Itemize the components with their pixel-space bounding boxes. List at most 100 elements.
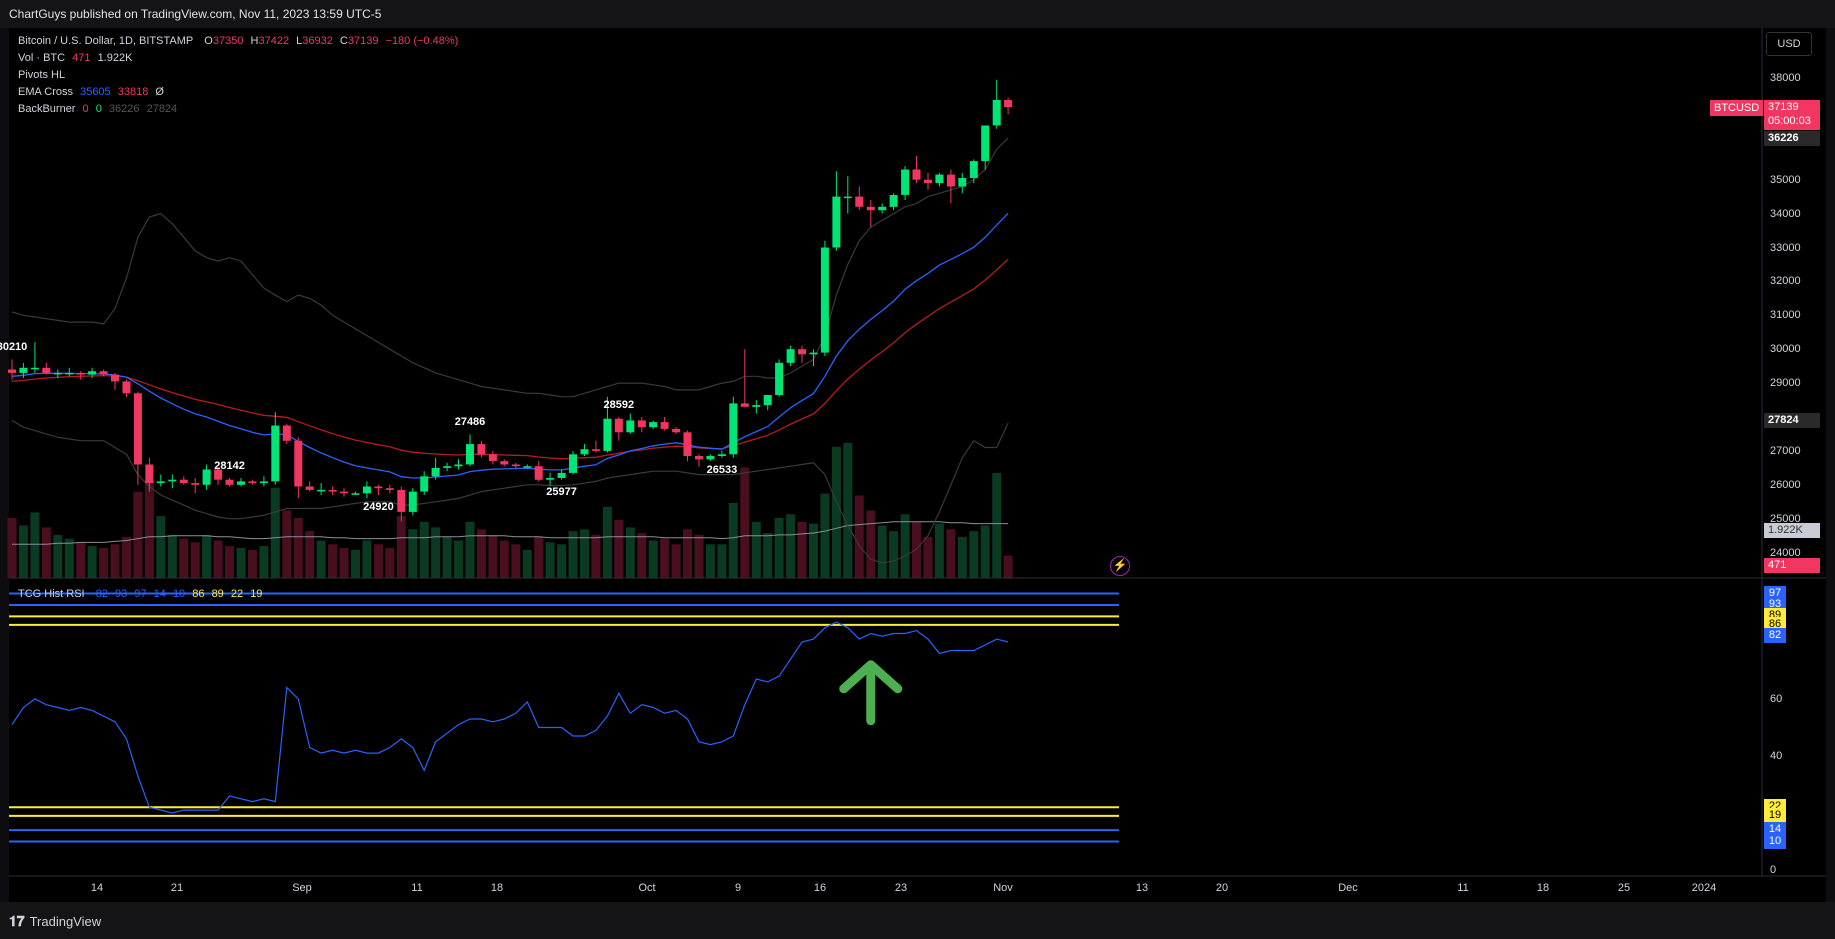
candle [992,79,1001,129]
candle [626,413,635,434]
price-tick: 34000 [1770,207,1801,220]
legend-ema: EMA Cross 35605 33818 Ø [18,86,168,98]
candle-body [362,486,371,494]
candle [511,462,520,470]
volume-bar [122,536,131,579]
candle [534,461,543,482]
legend-bb-a: 0 [82,103,89,115]
candle [374,484,383,495]
bb-upper-tag: 36226 [1764,131,1820,146]
volume-bar [53,534,63,578]
candle-body [340,491,348,494]
candle-body [237,481,245,485]
candle [202,464,211,490]
volume-bar [396,516,406,578]
time-tick: Oct [638,882,656,894]
tradingview-logo[interactable]: 𝟏𝟕 TradingView [9,913,101,930]
volume-bar [87,546,97,578]
candle [237,478,245,487]
candle-body [374,486,383,489]
candle [214,467,223,485]
legend-rsi-v2: 97 [134,588,147,600]
candle [30,342,39,373]
volume-bar [992,473,1002,578]
candle-body [901,169,910,195]
candle [248,479,257,485]
candle [1004,97,1013,115]
volume-bar [511,544,521,579]
volume-bar [969,531,979,578]
legend-change: −180 (−0.48%) [385,35,459,47]
legend-main: Bitcoin / U.S. Dollar, 1D, BITSTAMP O373… [18,35,462,47]
candle [889,193,898,211]
candle-body [946,174,955,187]
time-tick: Nov [993,882,1013,894]
volume-bar [41,527,51,578]
candle [775,359,784,397]
candle-body [695,456,703,460]
legend-bb-d: 27824 [146,103,178,115]
candle [809,349,818,367]
legend-l-label: L [296,35,303,47]
candle-body [683,432,692,456]
volume-bar [774,518,784,578]
candle [717,450,726,458]
volume-bar [843,443,853,578]
candle-body [111,374,119,382]
legend-bb-label: BackBurner [18,103,76,115]
candle-body [431,467,440,477]
candle [271,412,280,485]
pivot-label: 30210 [0,341,28,354]
volume-bar [476,529,486,579]
candle [431,457,440,480]
candle [878,203,887,214]
volume-bar [156,516,166,578]
candle-body [214,469,223,480]
candle [145,457,154,492]
volume-bar [202,534,212,578]
candle-body [924,179,932,184]
candle [591,440,600,453]
volume-bar [110,544,120,579]
time-tick: 20 [1215,882,1229,894]
volume-bar [293,518,303,578]
volume-layer [7,443,1013,579]
price-tick: 29000 [1770,377,1801,390]
candle-body [30,367,39,370]
publish-text: ChartGuys published on TradingView.com, … [9,7,382,21]
candle [156,474,165,487]
volume-bar [76,542,86,578]
candle-body [76,372,85,375]
rsi-level-tag: 82 [1764,628,1786,644]
lightning-icon[interactable]: ⚡ [1110,556,1130,576]
candle-body [614,418,623,433]
candle-body [282,425,291,441]
candle [168,474,177,489]
last-price-tag: 37139 05:00:03 [1764,100,1820,130]
price-tick: 38000 [1770,72,1801,84]
volume-bar [831,446,841,579]
pivot-label: 28592 [603,399,635,411]
candle-body [500,461,509,465]
candle [294,437,303,499]
candle [981,125,990,170]
candle [924,172,932,190]
volume-bar [900,514,910,579]
candle-layer [8,79,1013,522]
candle [935,172,944,187]
currency-button[interactable]: USD [1766,32,1812,56]
candle-body [454,464,463,467]
volume-bar [373,544,383,579]
candle-body [775,362,784,395]
candle [569,450,577,475]
candle [866,200,875,228]
volume-ma-line [12,521,1009,545]
candle-body [809,352,818,355]
candle [53,369,62,378]
candle-body [145,464,154,484]
candle-body [981,125,990,162]
legend-rsi-v3: 14 [153,588,166,600]
candle [614,417,623,441]
legend-o-label: O [204,35,213,47]
